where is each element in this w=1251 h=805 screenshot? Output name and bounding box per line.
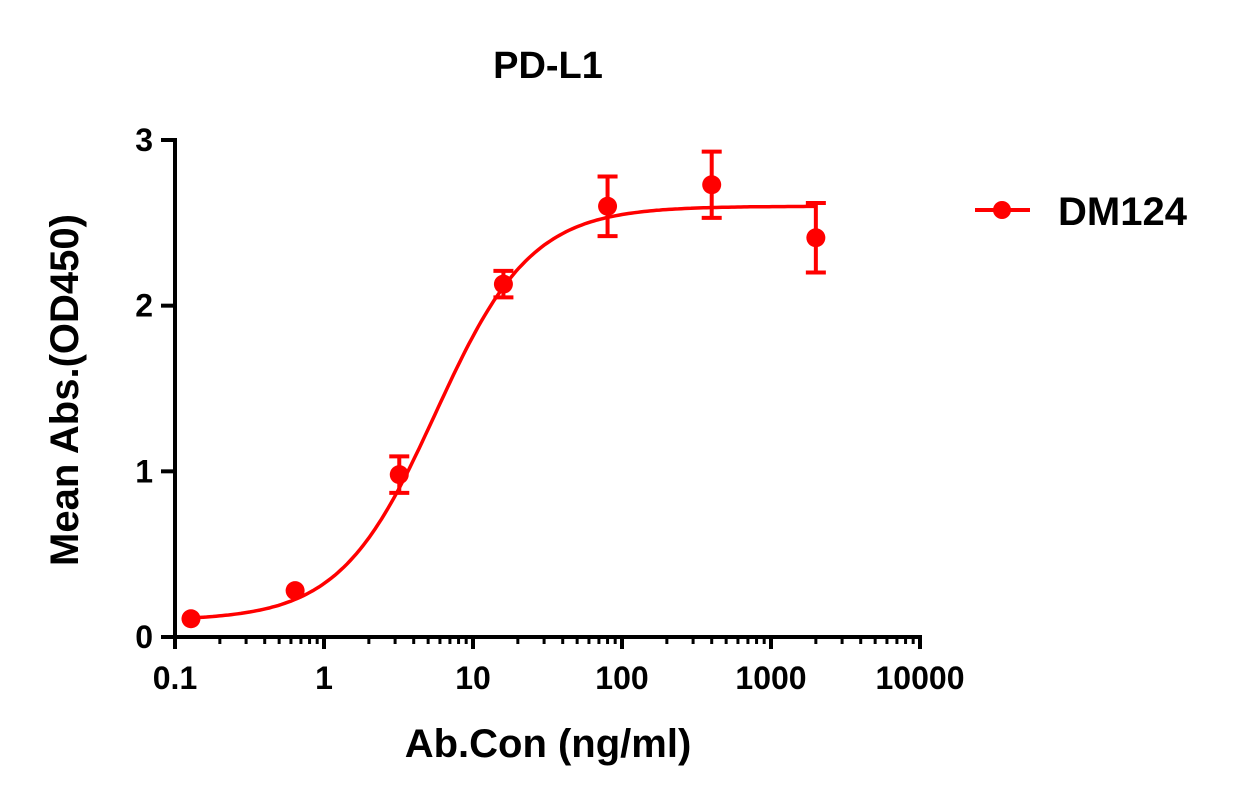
- axes: 0.1 1 10 100 1000 10000 0 1 2 3: [135, 122, 964, 696]
- x-axis-label: Ab.Con (ng/ml): [405, 722, 692, 766]
- legend-marker: [993, 201, 1011, 219]
- data-point: [181, 609, 201, 629]
- x-tick-label: 100: [595, 660, 648, 696]
- x-tick-label: 10: [455, 660, 491, 696]
- y-axis-label: Mean Abs.(OD450): [43, 214, 87, 566]
- data-point: [702, 175, 722, 195]
- y-tick-label: 0: [135, 619, 153, 655]
- data-point: [285, 581, 305, 601]
- data-point: [806, 228, 826, 248]
- legend: DM124: [975, 190, 1188, 234]
- chart-title: PD-L1: [493, 45, 603, 87]
- x-tick-label: 1: [315, 660, 333, 696]
- y-tick-label: 1: [135, 453, 153, 489]
- data-point: [598, 196, 618, 216]
- plot-area: [181, 149, 826, 629]
- data-point: [389, 465, 409, 485]
- y-tick-label: 3: [135, 122, 153, 158]
- data-point: [493, 274, 513, 294]
- x-tick-label: 1000: [735, 660, 806, 696]
- y-tick-label: 2: [135, 288, 153, 324]
- x-tick-label: 10000: [876, 660, 965, 696]
- fit-curve: [190, 204, 816, 620]
- x-tick-label: 0.1: [153, 660, 197, 696]
- legend-label: DM124: [1058, 190, 1188, 234]
